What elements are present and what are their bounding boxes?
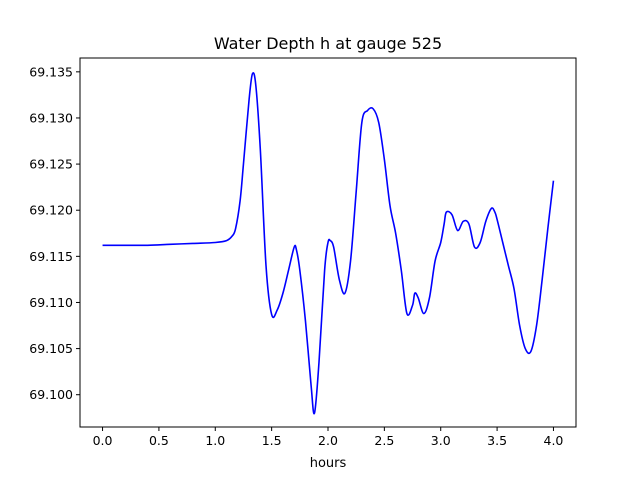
y-axis: 69.100 69.105 69.110 69.115 69.120 69.125 69.1… (29, 64, 80, 402)
chart-title: Water Depth h at gauge 525 (214, 34, 442, 53)
x-tick-label: 1.5 (262, 433, 282, 448)
y-tick-label: 69.100 (29, 387, 73, 402)
x-tick-label: 3.0 (431, 433, 451, 448)
y-tick-label: 69.125 (29, 157, 73, 172)
y-tick-label: 69.110 (29, 295, 73, 310)
x-tick-label: 4.0 (544, 433, 564, 448)
x-tick-label: 2.0 (318, 433, 338, 448)
x-axis: 0.0 0.5 1.0 1.5 2.0 2.5 3.0 3.5 4.0 (93, 427, 564, 448)
y-tick-label: 69.105 (29, 341, 73, 356)
y-tick-label: 69.130 (29, 110, 73, 125)
x-tick-label: 3.5 (487, 433, 507, 448)
x-tick-label: 0.5 (149, 433, 169, 448)
x-tick-label: 1.0 (205, 433, 225, 448)
y-tick-label: 69.120 (29, 203, 73, 218)
plot-area-frame (79, 57, 577, 428)
y-tick-label: 69.115 (29, 249, 73, 264)
x-tick-label: 2.5 (374, 433, 394, 448)
x-axis-label: hours (310, 456, 347, 471)
y-tick-label: 69.135 (29, 64, 73, 79)
series-line (102, 71, 555, 415)
x-tick-label: 0.0 (93, 433, 113, 448)
